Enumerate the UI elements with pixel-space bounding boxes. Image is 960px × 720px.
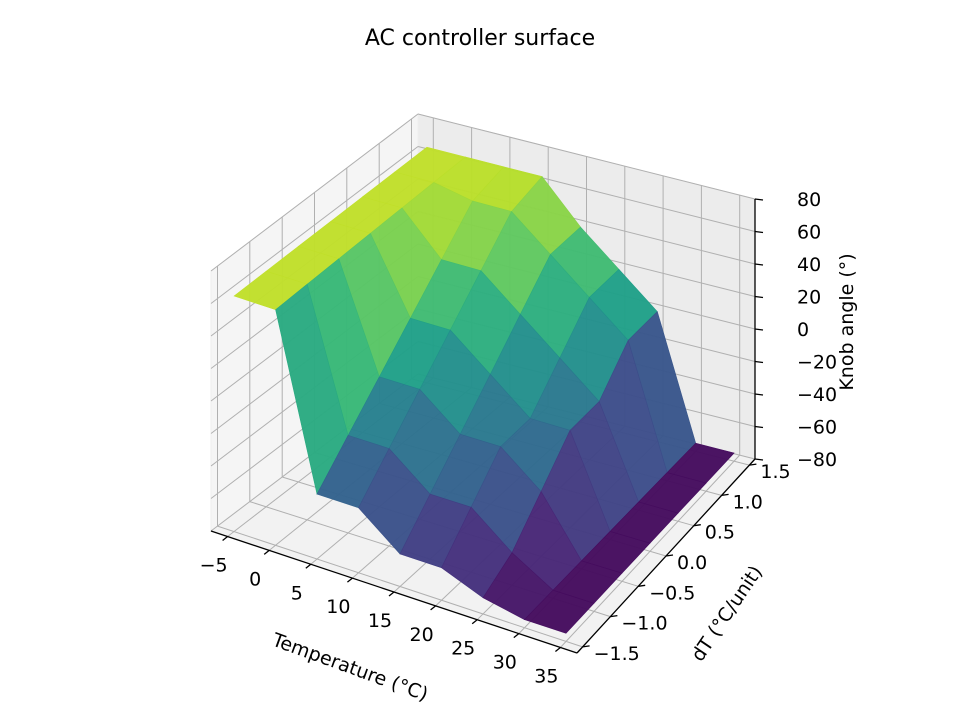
grid-line-z-back	[417, 113, 756, 200]
y-tick-mark	[638, 584, 646, 587]
z-tick-label: 60	[797, 222, 821, 244]
y-tick-mark	[610, 614, 618, 618]
x-tick-mark	[554, 646, 561, 653]
x-tick-mark	[430, 605, 437, 611]
y-tick-mark	[665, 554, 674, 557]
y-tick-mark	[721, 493, 729, 497]
x-tick-mark	[513, 633, 520, 639]
x-tick-mark	[346, 577, 353, 583]
x-tick-label: 20	[410, 624, 434, 646]
x-tick-mark	[305, 563, 312, 569]
y-tick-label: 1.5	[760, 461, 790, 483]
y-tick-label: 0.0	[677, 552, 707, 574]
x-tick-label: 10	[326, 596, 350, 618]
x-tick-label: 35	[534, 666, 558, 688]
y-axis-label: dT (°C/unit)	[687, 562, 767, 666]
z-tick-label: 0	[797, 319, 809, 341]
tick-labels: −5 0 5 10 15 20 25 30 35 −1.5 −1.0 −0.5 0.0 0.5 1.0 1.5…	[200, 189, 838, 688]
x-tick-label: −5	[200, 555, 228, 577]
z-tick-label: 20	[797, 287, 821, 309]
grid-line-z-left	[210, 113, 419, 272]
z-tick-label: 40	[797, 254, 821, 276]
z-tick-mark	[754, 263, 764, 266]
x-tick-mark	[471, 619, 478, 625]
z-tick-label: −60	[797, 417, 837, 439]
z-tick-label: 80	[797, 189, 821, 211]
surface-plot	[233, 146, 735, 634]
z-tick-mark	[754, 230, 764, 234]
x-tick-label: 15	[368, 610, 392, 632]
chart-title: AC controller surface	[365, 26, 595, 51]
z-tick-mark	[754, 295, 764, 299]
x-tick-label: 5	[291, 582, 303, 604]
grid-line-y-floor	[217, 525, 583, 648]
z-tick-label: −80	[797, 449, 837, 471]
z-tick-mark	[754, 360, 764, 364]
z-tick-label: −20	[797, 352, 837, 374]
x-tick-label: 30	[493, 652, 517, 674]
x-axis-label: Temperature (°C)	[268, 629, 431, 706]
z-axis-label: Knob angle (°)	[836, 253, 858, 390]
x-tick-mark	[222, 535, 229, 542]
z-tick-mark	[754, 198, 764, 201]
x-tick-mark	[388, 591, 395, 597]
x-tick-mark	[263, 549, 270, 555]
surface-patch	[523, 589, 595, 634]
z-tick-mark	[754, 425, 764, 429]
z-tick-mark	[754, 458, 764, 461]
y-tick-label: −1.0	[621, 613, 667, 635]
x-tick-label: 25	[451, 638, 475, 660]
x-tick-label: 0	[249, 568, 261, 590]
z-tick-label: −40	[797, 384, 837, 406]
y-tick-label: −1.5	[594, 643, 640, 665]
y-tick-mark	[693, 524, 701, 527]
z-tick-mark	[754, 393, 764, 396]
y-tick-mark	[582, 645, 590, 648]
y-tick-label: 1.0	[733, 491, 763, 513]
grid-line-z-left	[210, 146, 419, 304]
y-tick-label: −0.5	[649, 582, 695, 604]
z-tick-mark	[754, 328, 764, 331]
y-tick-label: 0.5	[705, 522, 735, 544]
y-tick-mark	[749, 463, 757, 466]
